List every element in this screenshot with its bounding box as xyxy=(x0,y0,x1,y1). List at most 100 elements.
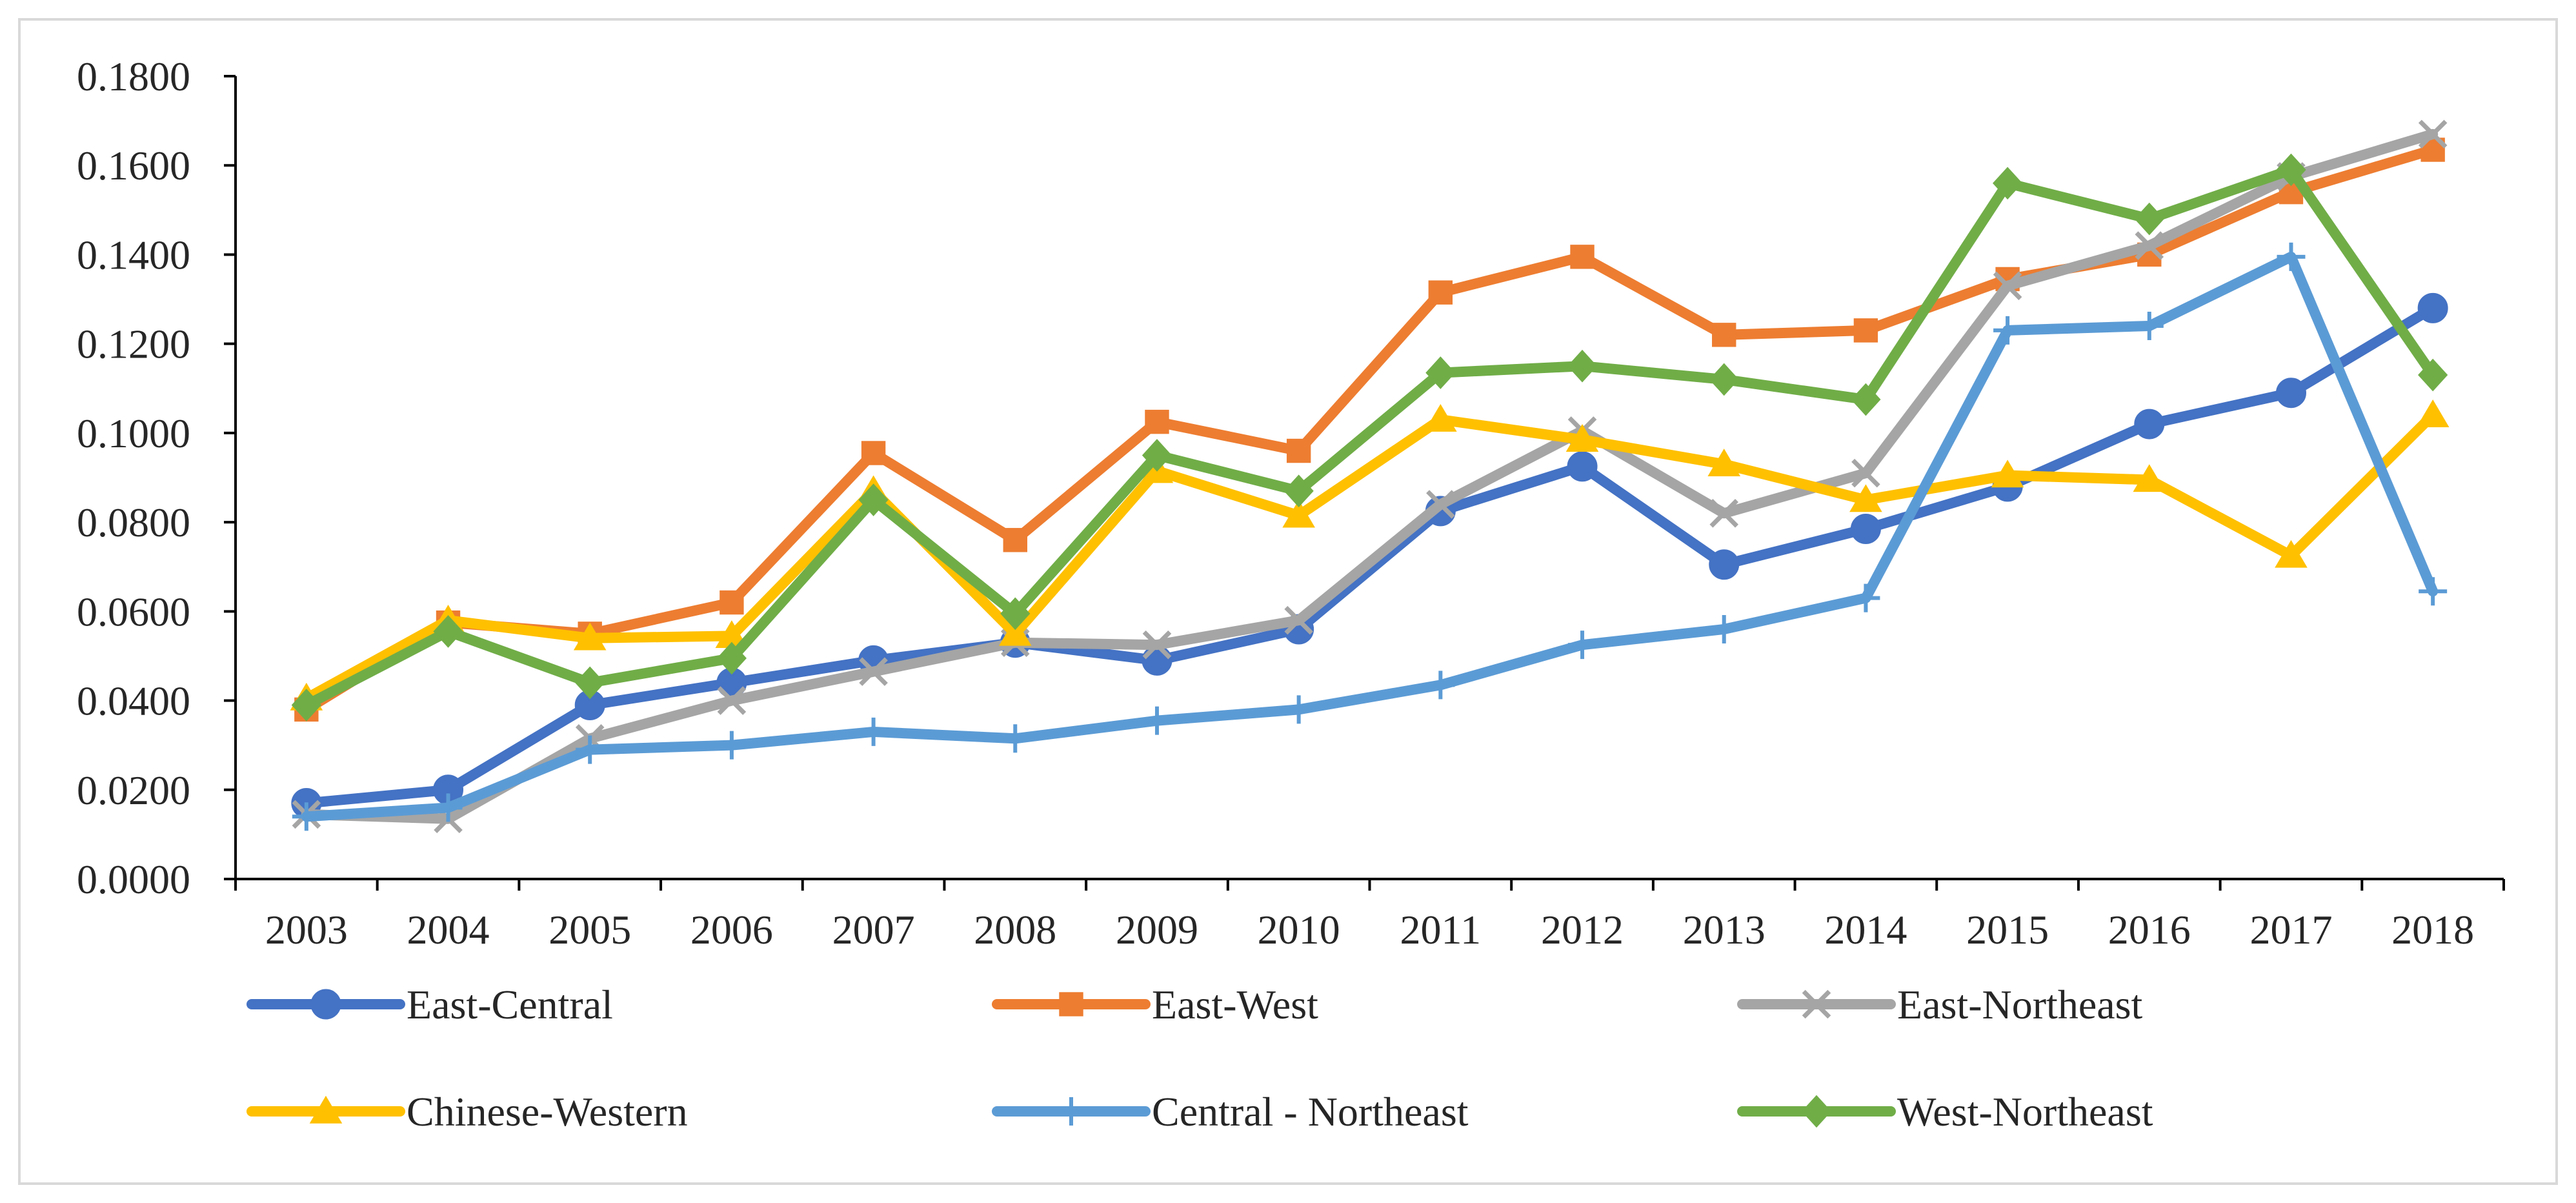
data-point xyxy=(2418,119,2448,149)
legend-marker xyxy=(1057,1097,1085,1126)
legend-item: West-Northeast xyxy=(1737,1089,2153,1135)
data-point xyxy=(1428,280,1453,305)
data-point xyxy=(1709,614,1738,643)
data-point xyxy=(2419,577,2448,606)
legend-item: East-Northeast xyxy=(1737,982,2143,1027)
data-point xyxy=(1286,438,1311,463)
data-point xyxy=(576,735,605,764)
data-point xyxy=(998,618,1032,646)
data-point xyxy=(1851,458,1880,488)
data-point xyxy=(1567,451,1598,482)
y-tick-label: 0.1400 xyxy=(77,232,190,278)
data-point xyxy=(1142,645,1172,676)
data-point xyxy=(719,590,744,615)
legend: East-Central East-West East-Northeast Chine… xyxy=(247,982,2153,1135)
data-point xyxy=(1709,549,1740,580)
data-point xyxy=(434,793,463,822)
x-tick-label: 2016 xyxy=(2108,907,2191,953)
x-tick-label: 2009 xyxy=(1116,907,1198,953)
series-line xyxy=(301,410,2439,704)
data-point xyxy=(2134,409,2165,440)
data-point xyxy=(1426,490,1455,519)
data-point xyxy=(2135,231,2164,260)
data-point xyxy=(1993,316,2022,345)
series-line xyxy=(301,251,2439,822)
data-point xyxy=(1145,409,1169,434)
data-point xyxy=(858,483,889,516)
data-point xyxy=(1570,245,1595,269)
data-point xyxy=(1565,424,1599,452)
data-point xyxy=(2275,378,2306,409)
data-point xyxy=(1993,271,2022,301)
legend-label: Chinese-Western xyxy=(407,1089,688,1135)
legend-marker xyxy=(309,1095,343,1124)
data-point xyxy=(433,615,463,648)
legend-item: East-West xyxy=(992,982,1318,1027)
x-tick-label: 2012 xyxy=(1541,907,1624,953)
legend-marker xyxy=(1802,989,1831,1019)
data-point xyxy=(859,657,888,686)
data-point xyxy=(715,620,749,649)
axes: 0.0000 0.0200 0.0400 0.0600 0.0800 0.1000 0.12… xyxy=(77,54,2505,953)
data-point xyxy=(1142,630,1172,660)
y-tick-label: 0.1800 xyxy=(77,54,190,99)
x-tick-label: 2006 xyxy=(690,907,773,953)
legend-label: Central - Northeast xyxy=(1152,1089,1469,1135)
y-tick-label: 0.0800 xyxy=(77,500,190,545)
data-point xyxy=(1568,631,1597,660)
data-point xyxy=(1284,695,1313,724)
y-tick-label: 0.0200 xyxy=(77,767,190,813)
y-tick-label: 0.1200 xyxy=(77,321,190,367)
y-tick-label: 0.0000 xyxy=(77,856,190,902)
series-layer xyxy=(290,119,2450,833)
data-point xyxy=(2416,399,2450,427)
data-point xyxy=(291,689,321,722)
x-tick-label: 2008 xyxy=(974,907,1056,953)
data-point xyxy=(1425,356,1456,389)
legend-item: East-Central xyxy=(247,982,613,1027)
series-line xyxy=(301,165,2439,711)
x-tick-label: 2013 xyxy=(1683,907,1766,953)
data-point xyxy=(1709,499,1738,528)
legend-label: East-Central xyxy=(407,982,613,1027)
data-point xyxy=(1851,583,1880,612)
series-line xyxy=(301,128,2439,824)
series-west-northeast xyxy=(291,153,2448,722)
x-tick-label: 2015 xyxy=(1966,907,2049,953)
data-point xyxy=(1992,167,2023,200)
data-point xyxy=(1707,449,1741,476)
data-point xyxy=(2133,464,2166,492)
data-point xyxy=(1712,323,1736,347)
data-point xyxy=(1567,349,1598,383)
y-tick-label: 0.1000 xyxy=(77,410,190,456)
x-tick-label: 2017 xyxy=(2249,907,2332,953)
data-point xyxy=(1142,439,1172,472)
legend-label: West-Northeast xyxy=(1897,1089,2153,1135)
data-point xyxy=(1851,383,1881,416)
data-point xyxy=(575,666,605,700)
data-point xyxy=(861,441,886,465)
x-tick-label: 2007 xyxy=(832,907,915,953)
data-point xyxy=(1142,706,1171,735)
data-point xyxy=(2277,242,2306,271)
data-point xyxy=(573,622,607,651)
data-point xyxy=(2418,358,2448,392)
x-tick-label: 2005 xyxy=(548,907,631,953)
data-point xyxy=(2275,540,2308,568)
data-point xyxy=(1284,605,1313,635)
data-point xyxy=(1000,597,1031,631)
x-tick-label: 2010 xyxy=(1258,907,1340,953)
legend-label: East-Northeast xyxy=(1897,982,2143,1027)
legend-marker xyxy=(1801,1095,1832,1128)
legend-item: Chinese-Western xyxy=(247,1089,688,1135)
data-point xyxy=(2134,202,2164,236)
data-point xyxy=(717,731,746,760)
data-point xyxy=(1424,403,1457,432)
data-point xyxy=(1850,513,1881,544)
legend-marker xyxy=(1059,992,1083,1016)
legend-item: Central - Northeast xyxy=(992,1089,1469,1135)
data-point xyxy=(717,686,747,715)
data-point xyxy=(2135,312,2164,341)
